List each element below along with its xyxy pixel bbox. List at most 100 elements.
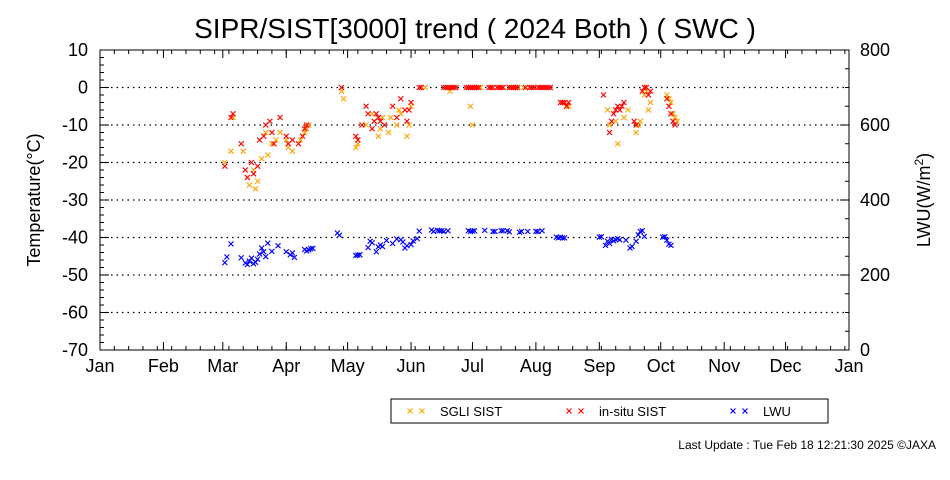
data-point	[299, 133, 306, 140]
axis-ticks	[99, 49, 850, 351]
data-point	[633, 129, 640, 136]
data-point	[416, 84, 423, 91]
x-tick-label: Oct	[647, 356, 675, 376]
y2-tick-label: 0	[860, 340, 870, 360]
data-point	[406, 107, 412, 113]
data-point	[397, 95, 404, 102]
data-point	[414, 235, 421, 242]
footer: Last Update : Tue Feb 18 12:21:30 2025 ©…	[678, 438, 936, 452]
series-lwu	[221, 227, 674, 268]
y-axis-label: Temperature(°C)	[24, 133, 44, 266]
data-point	[252, 259, 259, 266]
data-point	[416, 228, 423, 235]
data-point	[614, 140, 621, 147]
data-point	[606, 240, 613, 247]
data-point	[258, 155, 265, 162]
data-point	[647, 88, 654, 95]
legend-box	[390, 398, 829, 424]
data-point	[668, 110, 674, 117]
data-point	[500, 84, 507, 91]
x-tick-label: Jan	[834, 356, 863, 376]
data-point	[620, 99, 627, 106]
data-point	[266, 118, 273, 125]
data-point	[230, 110, 236, 117]
data-point	[665, 95, 672, 102]
data-point	[268, 248, 275, 255]
data-point	[238, 254, 245, 261]
data-point	[633, 122, 640, 128]
data-point	[246, 258, 253, 265]
legend-label: SGLI SIST	[440, 404, 502, 419]
data-point	[271, 140, 277, 147]
data-point	[365, 110, 372, 117]
data-point	[238, 140, 245, 147]
x-tick-label: Dec	[770, 356, 802, 376]
x-tick-label: Apr	[272, 356, 300, 376]
data-point	[387, 114, 394, 121]
data-point	[404, 242, 410, 249]
data-point	[471, 227, 478, 234]
data-point	[467, 103, 474, 110]
y-tick-label: 0	[78, 78, 88, 98]
data-point	[307, 245, 314, 252]
legend: SGLI SIST in-situ SIST LWU	[390, 398, 829, 424]
data-point	[352, 133, 359, 140]
data-point	[254, 178, 261, 185]
x-tick-labels: Jan Feb Mar Apr May Jun Jul Aug Sep Oct Nov Dec Jan	[85, 356, 863, 376]
data-point	[389, 103, 396, 110]
x-tick-label: Mar	[207, 356, 238, 376]
data-point	[221, 259, 228, 266]
data-point	[547, 84, 554, 91]
data-point	[639, 227, 646, 234]
data-point	[498, 84, 505, 91]
data-point	[289, 137, 296, 143]
data-point	[363, 103, 369, 110]
legend-marker	[578, 408, 584, 414]
data-point	[528, 84, 535, 91]
y2-tick-label: 200	[860, 265, 890, 285]
y-tick-label: -70	[62, 340, 88, 360]
y2-axis-label-tail: )	[914, 153, 934, 159]
y2-tick-label: 800	[860, 40, 890, 60]
data-point	[383, 237, 390, 244]
copyright-text: ©JAXA	[897, 438, 936, 452]
chart-title: SIPR/SIST[3000] trend ( 2024 Both ) ( SW…	[194, 13, 756, 44]
data-point	[659, 234, 666, 241]
x-tick-label: Aug	[520, 356, 552, 376]
x-tick-label: May	[331, 356, 365, 376]
data-point	[244, 174, 251, 181]
data-point	[246, 182, 253, 188]
data-point	[379, 243, 386, 250]
x-tick-label: Nov	[708, 356, 740, 376]
data-point	[254, 256, 261, 263]
data-point	[365, 244, 372, 251]
data-point	[248, 159, 255, 166]
y2-axis-label-sup: 2	[912, 159, 926, 166]
y-tick-label: -40	[62, 228, 88, 248]
y-tick-labels: 10 0 -10 -20 -30 -40 -50 -60 -70	[62, 40, 88, 360]
data-point	[295, 140, 302, 147]
x-tick-label: Jun	[397, 356, 426, 376]
data-point	[375, 133, 382, 140]
data-point	[283, 133, 290, 140]
data-point	[453, 84, 460, 91]
y2-tick-label: 400	[860, 190, 890, 210]
data-point	[385, 129, 392, 136]
data-point	[668, 242, 674, 249]
data-point	[252, 185, 259, 192]
data-point	[616, 236, 623, 243]
data-point	[618, 103, 625, 110]
legend-label: LWU	[763, 404, 791, 419]
data-point	[633, 238, 640, 245]
data-point	[539, 227, 545, 234]
data-point	[273, 137, 279, 143]
data-point	[518, 228, 525, 235]
data-point	[354, 137, 361, 143]
y2-tick-label: 600	[860, 115, 890, 135]
data-point	[600, 92, 607, 98]
data-point	[373, 110, 380, 117]
data-point	[410, 237, 417, 244]
data-point	[481, 227, 488, 234]
data-point	[565, 99, 572, 106]
data-point	[268, 129, 275, 136]
